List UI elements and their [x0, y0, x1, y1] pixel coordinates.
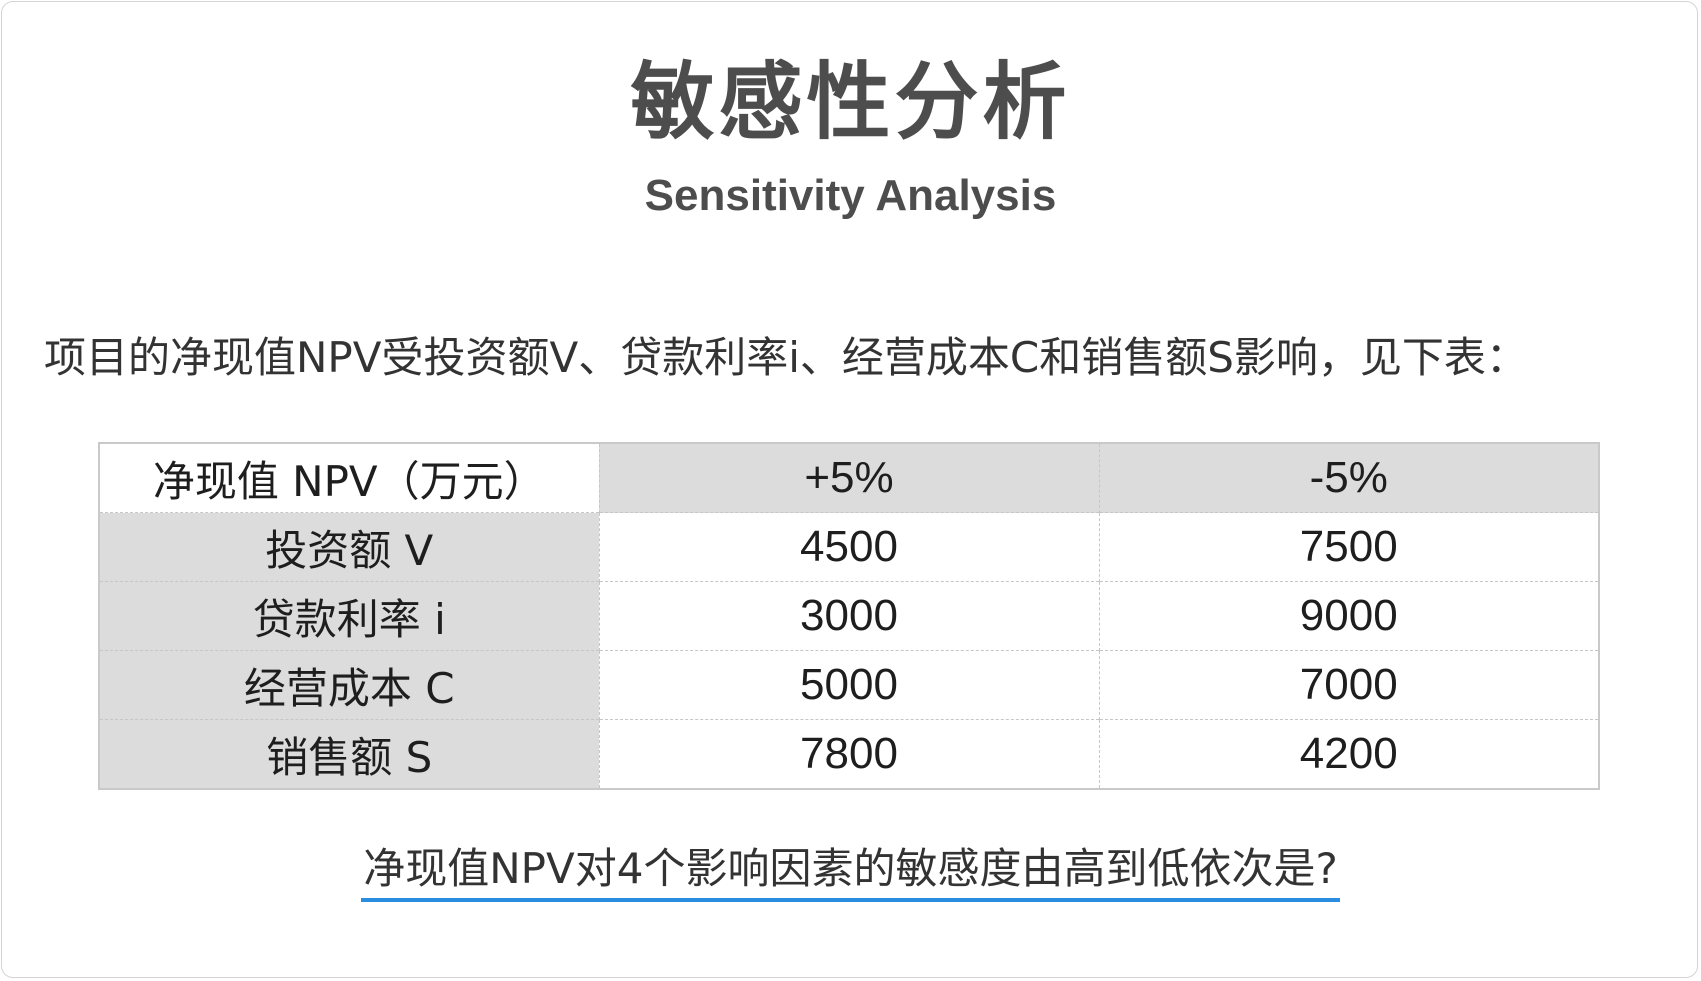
npv-sensitivity-table: 净现值 NPV（万元） +5% -5% 投资额 V 4500 7500 贷款利率… [98, 442, 1600, 790]
column-header-minus5: -5% [1098, 442, 1599, 513]
row-header-investment: 投资额 V [98, 512, 599, 582]
table-cell: 5000 [598, 650, 1099, 720]
table-row: 经营成本 C 5000 7000 [98, 650, 1599, 720]
table-cell: 7000 [1098, 650, 1599, 720]
question-text: 净现值NPV对4个影响因素的敏感度由高到低依次是? [361, 842, 1340, 902]
table-cell: 3000 [598, 581, 1099, 651]
table-cell: 4500 [598, 512, 1099, 582]
table-header-row: 净现值 NPV（万元） +5% -5% [98, 442, 1599, 513]
column-header-plus5: +5% [598, 442, 1099, 513]
question-block: 净现值NPV对4个影响因素的敏感度由高到低依次是? [0, 842, 1701, 902]
table-cell: 7500 [1098, 512, 1599, 582]
table-cell: 7800 [598, 719, 1099, 789]
page-title: 敏感性分析 [630, 53, 1071, 151]
row-header-interest-rate: 贷款利率 i [98, 581, 599, 651]
row-header-sales: 销售额 S [98, 719, 599, 789]
page-subtitle: Sensitivity Analysis [644, 171, 1057, 220]
table-row: 贷款利率 i 3000 9000 [98, 581, 1599, 651]
table-corner-label: 净现值 NPV（万元） [98, 442, 599, 513]
intro-text: 项目的净现值NPV受投资额V、贷款利率i、经营成本C和销售额S影响，见下表： [44, 333, 1528, 382]
table-row: 销售额 S 7800 4200 [98, 719, 1599, 789]
table-cell: 9000 [1098, 581, 1599, 651]
row-header-operating-cost: 经营成本 C [98, 650, 599, 720]
table-row: 投资额 V 4500 7500 [98, 512, 1599, 582]
table-cell: 4200 [1098, 719, 1599, 789]
